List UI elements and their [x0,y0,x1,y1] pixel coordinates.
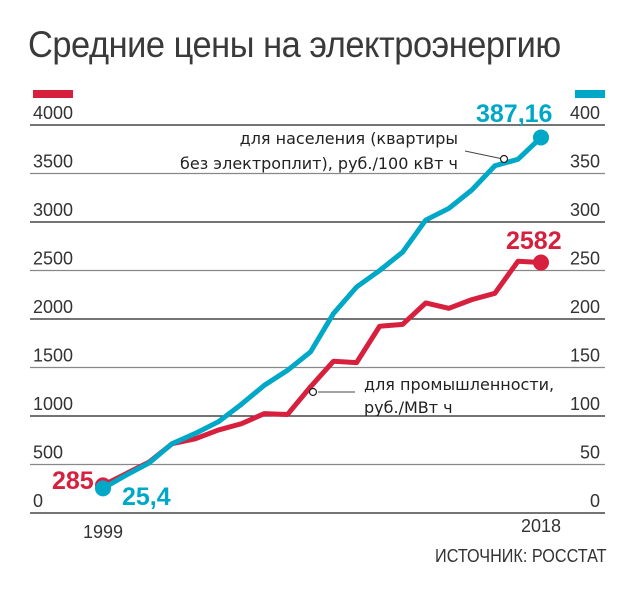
red-end-label: 2582 [506,227,562,255]
left-tick-label: 0 [33,491,43,511]
left-tick-label: 2500 [33,249,73,269]
industry-label-line1: для промышленности, [364,375,554,394]
red-start-label: 285 [52,467,94,495]
blue-start-label: 25,4 [122,483,171,511]
right-tick-label: 100 [570,394,600,414]
right-tick-label: 200 [570,297,600,317]
households-label-line1: для населения (квартиры [240,129,458,148]
series-line-households [101,135,543,491]
right-tick-label: 300 [570,200,600,220]
left-tick-label: 3000 [33,200,73,220]
left-tick-label: 3500 [33,152,73,172]
industry-leader-dot [308,387,318,397]
households-leader-dot [499,154,509,164]
data-point [533,129,549,146]
chart-title: Средние цены на электроэнергию [28,24,561,65]
right-tick-label: 50 [580,443,600,463]
right-tick-label: 250 [570,249,600,269]
series-line-industry [101,258,542,488]
x-tick-label: 2018 [521,516,561,536]
left-axis-series-marker [33,90,73,98]
industry-label-line2: руб./МВт ч [364,398,453,417]
x-tick-label: 1999 [83,522,123,542]
right-tick-label: 150 [570,346,600,366]
left-tick-label: 1000 [33,394,73,414]
left-tick-label: 500 [33,443,63,463]
left-tick-label: 2000 [33,297,73,317]
data-point [95,480,111,497]
left-tick-label: 4000 [33,103,73,123]
right-axis-series-marker [575,90,605,98]
blue-end-label: 387,16 [476,100,552,128]
right-tick-label: 350 [570,152,600,172]
data-point [533,254,549,271]
right-tick-label: 400 [570,103,600,123]
left-tick-label: 1500 [33,346,73,366]
right-tick-label: 0 [590,491,600,511]
households-leader-line [464,150,504,160]
households-label-line2: без электроплит), руб./100 кВт ч [180,154,458,173]
source-note: ИСТОЧНИК: РОССТАТ [435,546,607,566]
